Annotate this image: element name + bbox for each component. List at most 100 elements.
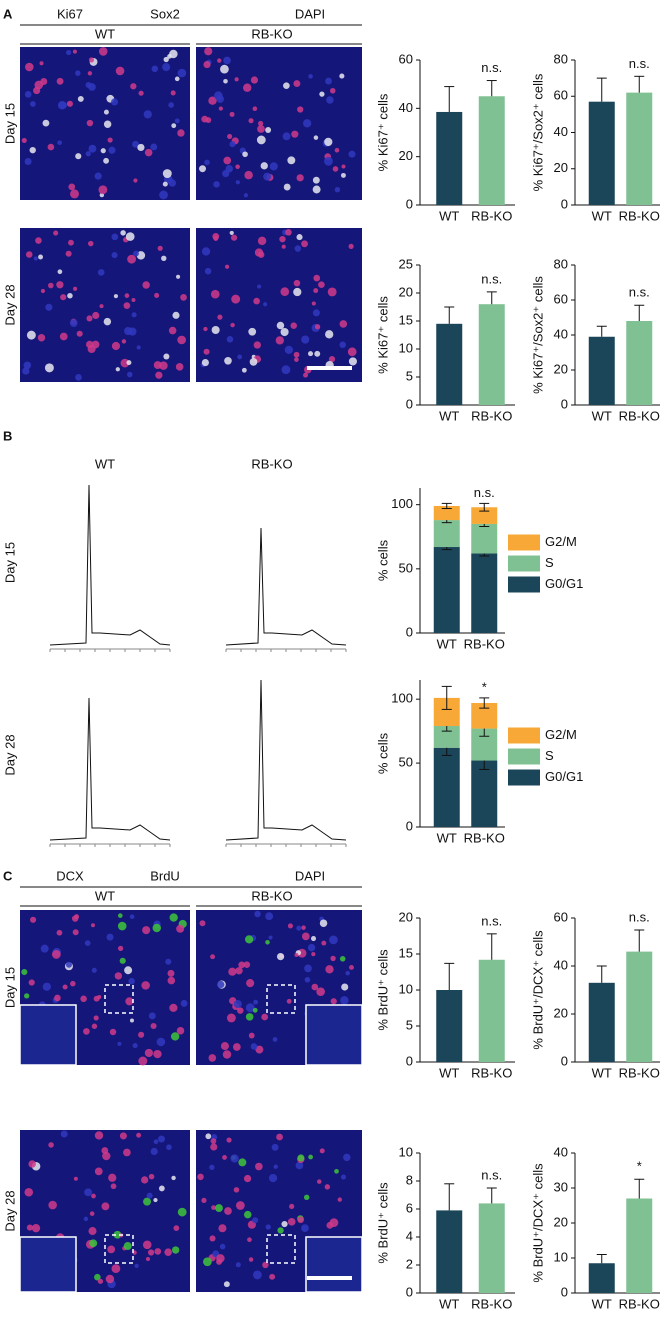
cell bbox=[123, 302, 131, 309]
cell bbox=[217, 980, 225, 989]
cell bbox=[347, 347, 357, 357]
cell bbox=[137, 143, 145, 152]
y-tick-label: 15 bbox=[399, 312, 413, 327]
cell bbox=[339, 341, 347, 349]
cell bbox=[121, 339, 127, 344]
row-label: Day 15 bbox=[2, 542, 17, 583]
cell bbox=[109, 1028, 117, 1036]
cell bbox=[273, 1164, 278, 1169]
cell bbox=[129, 1018, 134, 1023]
cell bbox=[204, 267, 212, 275]
x-tick-label: WT bbox=[592, 1296, 612, 1311]
cell bbox=[48, 1142, 54, 1148]
cell bbox=[155, 371, 163, 379]
cell bbox=[73, 286, 78, 291]
cell bbox=[272, 1037, 278, 1042]
x-tick-label: WT bbox=[439, 1065, 459, 1080]
cell bbox=[210, 289, 220, 299]
y-tick-label: 40 bbox=[554, 957, 568, 972]
cell bbox=[24, 90, 32, 98]
cell bbox=[203, 326, 208, 332]
cell bbox=[302, 119, 312, 128]
y-tick-label: 30 bbox=[554, 1179, 568, 1194]
cell bbox=[48, 1200, 57, 1210]
cell bbox=[174, 118, 180, 124]
cell bbox=[265, 940, 270, 945]
cell bbox=[105, 1274, 115, 1284]
cell bbox=[293, 287, 302, 297]
cell bbox=[138, 90, 144, 96]
cell bbox=[235, 1262, 241, 1268]
y-tick-label: 0 bbox=[561, 196, 568, 211]
cell bbox=[311, 301, 316, 306]
cell bbox=[345, 970, 350, 976]
cell bbox=[225, 165, 234, 173]
cell bbox=[287, 923, 293, 929]
x-tick-label: WT bbox=[437, 636, 457, 651]
cell bbox=[248, 1032, 255, 1039]
cell bbox=[110, 98, 119, 106]
cell bbox=[209, 1235, 216, 1242]
roi-box bbox=[266, 984, 296, 1014]
cell bbox=[312, 185, 321, 194]
x-tick-label: RB-KO bbox=[619, 1065, 660, 1080]
cell bbox=[94, 1131, 104, 1140]
cell bbox=[307, 943, 316, 952]
cell bbox=[169, 1003, 178, 1012]
cell bbox=[76, 330, 83, 337]
cell bbox=[87, 240, 94, 247]
cell bbox=[199, 165, 206, 173]
cell bbox=[293, 279, 301, 287]
cell bbox=[308, 1154, 314, 1160]
y-tick-label: 0 bbox=[561, 396, 568, 411]
cell bbox=[297, 106, 304, 113]
cell bbox=[180, 999, 188, 1007]
cell bbox=[132, 140, 139, 148]
cell bbox=[294, 952, 299, 958]
cell bbox=[281, 1220, 288, 1228]
cell bbox=[263, 302, 268, 307]
cell bbox=[304, 976, 311, 983]
cell bbox=[308, 74, 313, 79]
cell bbox=[245, 1013, 254, 1021]
cell bbox=[258, 120, 264, 127]
cell bbox=[224, 1207, 232, 1215]
y-tick-label: 2 bbox=[406, 1256, 413, 1271]
cell bbox=[125, 997, 134, 1006]
cell bbox=[343, 1153, 351, 1162]
cell bbox=[21, 137, 27, 144]
cell bbox=[84, 940, 91, 947]
y-axis-label: % BrdU⁺/DCX⁺ cells bbox=[530, 1163, 545, 1283]
cell bbox=[224, 264, 230, 269]
cell bbox=[153, 1049, 162, 1059]
cell bbox=[279, 235, 286, 243]
cell bbox=[177, 68, 187, 78]
bar bbox=[478, 304, 505, 405]
annotation: n.s. bbox=[629, 285, 650, 300]
cell bbox=[263, 172, 272, 181]
cell bbox=[334, 187, 341, 193]
y-tick-label: 20 bbox=[399, 148, 413, 163]
cell bbox=[88, 57, 95, 63]
cell bbox=[53, 230, 59, 236]
legend-label: G2/M bbox=[545, 534, 577, 549]
cell bbox=[126, 371, 133, 378]
row-label: Day 28 bbox=[2, 1190, 17, 1231]
cell bbox=[237, 1007, 244, 1014]
cell bbox=[108, 1173, 117, 1182]
cell bbox=[230, 234, 238, 241]
cell bbox=[248, 118, 254, 124]
cell bbox=[256, 135, 266, 145]
cell bbox=[74, 914, 80, 920]
cell bbox=[97, 269, 105, 276]
x-tick-label: RB-KO bbox=[471, 208, 512, 223]
cell bbox=[237, 354, 243, 360]
cell bbox=[168, 179, 177, 187]
panel-letter: A bbox=[3, 6, 13, 21]
cell bbox=[44, 363, 54, 373]
bar bbox=[436, 990, 463, 1062]
cell bbox=[91, 1023, 98, 1029]
cell bbox=[167, 976, 176, 985]
cell bbox=[217, 58, 222, 63]
cell bbox=[175, 363, 184, 371]
